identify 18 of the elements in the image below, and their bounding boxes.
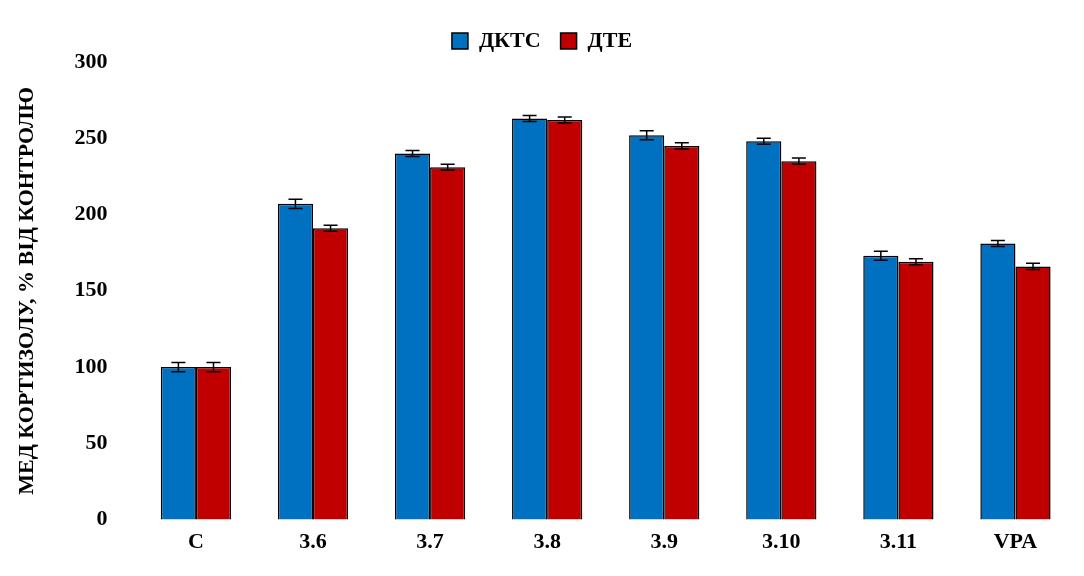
y-tick-label: 250 [74,123,108,149]
x-tick-label: C [187,528,204,554]
x-tick-label: 3.9 [650,528,678,554]
legend-label: ДКТС [478,26,541,52]
x-tick-label: 3.10 [762,528,801,554]
x-tick-label: 3.8 [533,528,561,554]
x-tick-label: 3.6 [299,528,327,554]
y-tick-label: 50 [85,429,108,455]
legend-label: ДТЕ [587,26,633,52]
y-tick-label: 100 [74,352,108,378]
x-tick-label: 3.11 [879,528,918,554]
y-tick-label: 300 [74,47,108,73]
y-tick-label: 0 [96,505,108,531]
y-tick-label: 200 [74,200,108,226]
x-tick-label: VPA [993,528,1038,554]
y-tick-label: 150 [74,276,108,302]
y-axis-title: МЕД КОРТИЗОЛУ, % ВІД КОНТРОЛЮ [12,86,38,495]
x-tick-label: 3.7 [416,528,444,554]
